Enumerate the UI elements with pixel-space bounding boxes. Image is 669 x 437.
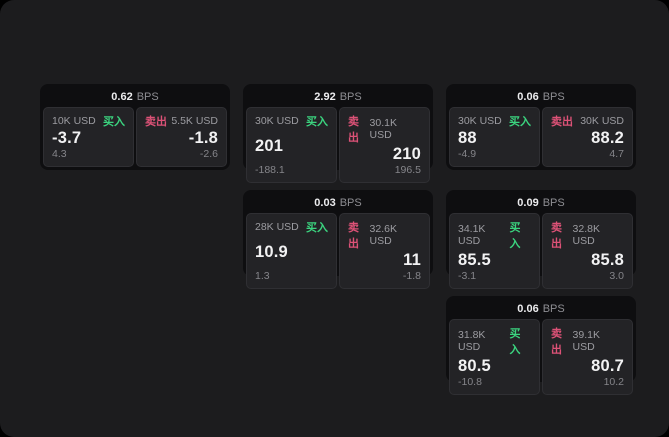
buy-price: 85.5 — [458, 251, 491, 269]
quote-panels: 30K USD 买入 201 -188.1 卖出 30.1K USD 210 1… — [246, 107, 430, 183]
buy-delta: 1.3 — [255, 270, 270, 282]
bps-header: 2.92 BPS — [246, 87, 430, 107]
sell-panel[interactable]: 卖出 5.5K USD -1.8 -2.6 — [136, 107, 227, 167]
sell-amount-label: 5.5K USD — [171, 115, 218, 127]
sell-price: 85.8 — [591, 251, 624, 269]
quote-panels: 34.1K USD 买入 85.5 -3.1 卖出 32.8K USD 85.8… — [449, 213, 633, 289]
buy-amount-label: 28K USD — [255, 221, 299, 233]
quote-card: 0.09 BPS 34.1K USD 买入 85.5 -3.1 卖出 32.8K… — [446, 190, 636, 289]
quote-panels: 10K USD 买入 -3.7 4.3 卖出 5.5K USD -1.8 -2.… — [43, 107, 227, 167]
buy-delta: -4.9 — [458, 148, 477, 160]
buy-panel[interactable]: 34.1K USD 买入 85.5 -3.1 — [449, 213, 540, 289]
quote-panels: 31.8K USD 买入 80.5 -10.8 卖出 39.1K USD 80.… — [449, 319, 633, 395]
buy-price: -3.7 — [52, 129, 82, 147]
bps-unit-label: BPS — [542, 303, 565, 315]
sell-panel[interactable]: 卖出 30K USD 88.2 4.7 — [542, 107, 633, 167]
sell-action-label: 卖出 — [348, 222, 359, 250]
buy-action-label: 买入 — [103, 116, 125, 128]
sell-price: -1.8 — [188, 129, 218, 147]
buy-panel[interactable]: 31.8K USD 买入 80.5 -10.8 — [449, 319, 540, 395]
quote-panels: 30K USD 买入 88 -4.9 卖出 30K USD 88.2 4.7 — [449, 107, 633, 167]
buy-amount-label: 31.8K USD — [458, 329, 486, 353]
bps-header: 0.09 BPS — [449, 193, 633, 213]
buy-delta: 4.3 — [52, 148, 67, 160]
quote-card: 0.06 BPS 30K USD 买入 88 -4.9 卖出 30K USD — [446, 84, 636, 170]
sell-price: 210 — [392, 145, 421, 163]
quotes-grid: 0.62 BPS 10K USD 买入 -3.7 4.3 卖出 5.5K USD — [40, 84, 636, 395]
sell-amount-label: 30K USD — [580, 115, 624, 127]
buy-action-label: 买入 — [509, 328, 521, 356]
bps-header: 0.03 BPS — [246, 193, 430, 213]
buy-delta: -10.8 — [458, 376, 482, 388]
sell-delta: 4.7 — [609, 148, 624, 160]
buy-amount-label: 30K USD — [458, 115, 502, 127]
sell-price: 80.7 — [591, 357, 624, 375]
sell-price: 11 — [403, 251, 421, 269]
quote-card: 0.62 BPS 10K USD 买入 -3.7 4.3 卖出 5.5K USD — [40, 84, 230, 170]
sell-action-label: 卖出 — [551, 328, 562, 356]
bps-unit-label: BPS — [542, 197, 565, 209]
sell-price: 88.2 — [591, 129, 624, 147]
sell-delta: 196.5 — [394, 164, 421, 176]
bps-unit-label: BPS — [339, 197, 362, 209]
buy-amount-label: 10K USD — [52, 115, 96, 127]
buy-price: 80.5 — [458, 357, 491, 375]
bps-value: 0.62 — [111, 91, 133, 103]
sell-delta: -1.8 — [402, 270, 421, 282]
quote-card: 0.06 BPS 31.8K USD 买入 80.5 -10.8 卖出 39.1… — [446, 296, 636, 395]
buy-price: 201 — [255, 137, 284, 155]
buy-action-label: 买入 — [509, 222, 521, 250]
sell-amount-label: 32.8K USD — [572, 223, 600, 247]
sell-panel[interactable]: 卖出 32.6K USD 11 -1.8 — [339, 213, 430, 289]
bps-value: 0.09 — [517, 197, 539, 209]
quote-panels: 28K USD 买入 10.9 1.3 卖出 32.6K USD 11 -1.8 — [246, 213, 430, 289]
buy-action-label: 买入 — [306, 116, 328, 128]
buy-panel[interactable]: 30K USD 买入 88 -4.9 — [449, 107, 540, 167]
sell-action-label: 卖出 — [145, 116, 167, 128]
sell-delta: -2.6 — [199, 148, 218, 160]
bps-unit-label: BPS — [339, 91, 362, 103]
buy-delta: -188.1 — [255, 164, 285, 176]
bps-value: 2.92 — [314, 91, 336, 103]
sell-action-label: 卖出 — [348, 116, 359, 144]
sell-delta: 10.2 — [603, 376, 624, 388]
bps-header: 0.06 BPS — [449, 87, 633, 107]
bps-header: 0.62 BPS — [43, 87, 227, 107]
bps-value: 0.06 — [517, 91, 539, 103]
buy-amount-label: 30K USD — [255, 115, 299, 127]
sell-delta: 3.0 — [609, 270, 624, 282]
buy-amount-label: 34.1K USD — [458, 223, 486, 247]
sell-action-label: 卖出 — [551, 116, 573, 128]
sell-amount-label: 39.1K USD — [572, 329, 600, 353]
sell-panel[interactable]: 卖出 39.1K USD 80.7 10.2 — [542, 319, 633, 395]
sell-action-label: 卖出 — [551, 222, 562, 250]
bps-unit-label: BPS — [542, 91, 565, 103]
buy-price: 10.9 — [255, 243, 288, 261]
sell-panel[interactable]: 卖出 32.8K USD 85.8 3.0 — [542, 213, 633, 289]
bps-value: 0.03 — [314, 197, 336, 209]
buy-delta: -3.1 — [458, 270, 477, 282]
bps-unit-label: BPS — [136, 91, 159, 103]
quote-card: 0.03 BPS 28K USD 买入 10.9 1.3 卖出 32.6K US… — [243, 190, 433, 289]
quote-card: 2.92 BPS 30K USD 买入 201 -188.1 卖出 30.1K … — [243, 84, 433, 183]
sell-panel[interactable]: 卖出 30.1K USD 210 196.5 — [339, 107, 430, 183]
buy-action-label: 买入 — [509, 116, 531, 128]
bps-header: 0.06 BPS — [449, 299, 633, 319]
sell-amount-label: 32.6K USD — [369, 223, 397, 247]
buy-panel[interactable]: 28K USD 买入 10.9 1.3 — [246, 213, 337, 289]
buy-action-label: 买入 — [306, 222, 328, 234]
bps-value: 0.06 — [517, 303, 539, 315]
buy-panel[interactable]: 10K USD 买入 -3.7 4.3 — [43, 107, 134, 167]
sell-amount-label: 30.1K USD — [369, 117, 397, 141]
buy-panel[interactable]: 30K USD 买入 201 -188.1 — [246, 107, 337, 183]
buy-price: 88 — [458, 129, 477, 147]
